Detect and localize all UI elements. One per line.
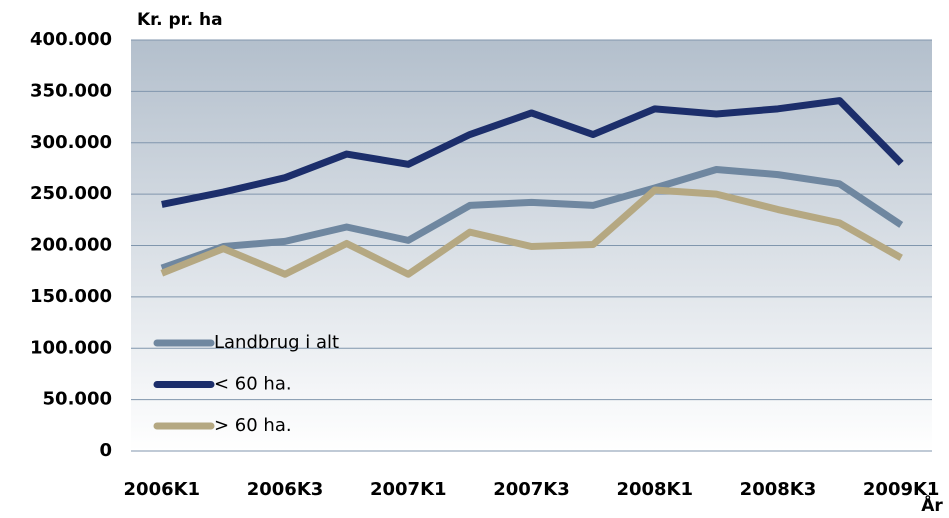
y-tick-label: 300.000 [30, 132, 112, 153]
x-tick-label: 2008K1 [616, 479, 693, 500]
x-tick-label: 2007K1 [370, 479, 447, 500]
y-tick-label: 250.000 [30, 183, 112, 204]
x-tick-label: 2008K3 [740, 479, 817, 500]
y-tick-label: 200.000 [30, 235, 112, 256]
y-tick-label: 50.000 [43, 389, 112, 410]
y-tick-label: 100.000 [30, 337, 112, 358]
legend-label: Landbrug i alt [214, 332, 339, 353]
x-tick-label: 2006K3 [247, 479, 324, 500]
x-tick-label: 2007K3 [493, 479, 570, 500]
y-tick-label: 0 [99, 440, 112, 461]
x-tick-label: 2006K1 [124, 479, 201, 500]
y-tick-label: 350.000 [30, 80, 112, 101]
line-series [160, 165, 904, 272]
x-tick-label: 2009K1 [863, 479, 940, 500]
legend-label: < 60 ha. [214, 374, 292, 395]
legend-label: > 60 ha. [214, 415, 292, 436]
line-series [160, 186, 903, 278]
line-series [161, 97, 904, 208]
y-tick-label: 400.000 [30, 29, 112, 50]
y-axis-label: Kr. pr. ha [137, 10, 223, 30]
y-tick-label: 150.000 [30, 286, 112, 307]
x-axis-label: År [921, 493, 943, 516]
